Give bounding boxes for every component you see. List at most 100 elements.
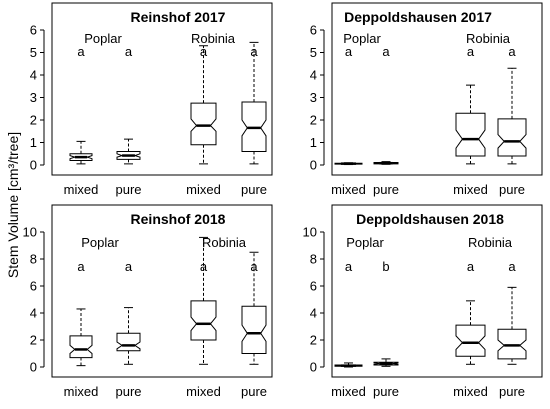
x-category-label: pure (241, 384, 267, 399)
x-category-label: pure (499, 384, 525, 399)
box-poplar-mixed: a mixed (64, 259, 99, 399)
y-tick-label: 3 (310, 90, 317, 105)
notched-box (497, 328, 527, 360)
y-tick-label: 4 (30, 306, 37, 321)
box-robinia-mixed: a mixed (186, 236, 221, 399)
x-category-label: mixed (453, 384, 488, 399)
y-tick-label: 0 (30, 360, 37, 375)
y-tick-label: 2 (310, 333, 317, 348)
y-tick-label: 4 (30, 68, 37, 83)
notched-box (497, 118, 527, 157)
group-label: Robinia (466, 31, 511, 46)
y-tick-label: 6 (310, 23, 317, 38)
y-tick-label: 0 (310, 360, 317, 375)
panel-title: Reinshof 2017 (131, 9, 226, 25)
notched-box (455, 324, 486, 357)
panel-frame (331, 204, 543, 378)
significance-letter: a (345, 44, 353, 59)
significance-letter: a (250, 44, 258, 59)
y-tick-label: 2 (30, 333, 37, 348)
y-tick-label: 2 (30, 113, 37, 128)
significance-letter: a (382, 44, 390, 59)
x-category-label: mixed (64, 182, 99, 197)
x-category-label: mixed (64, 384, 99, 399)
significance-letter: a (200, 44, 208, 59)
x-category-label: mixed (331, 182, 366, 197)
y-tick-label: 6 (30, 23, 37, 38)
box-poplar-mixed: a mixed (331, 44, 366, 197)
panel-title: Deppoldshausen 2017 (344, 9, 492, 25)
significance-letter: a (345, 259, 353, 274)
y-tick-label: 4 (310, 68, 317, 83)
y-tick-label: 2 (310, 113, 317, 128)
y-tick-label: 5 (310, 45, 317, 60)
significance-letter: b (382, 259, 389, 274)
group-label: Poplar (84, 31, 122, 46)
group-label: Robinia (202, 235, 247, 250)
x-category-label: mixed (453, 182, 488, 197)
y-tick-label: 10 (23, 225, 37, 240)
y-tick-label: 4 (310, 306, 317, 321)
notched-box (69, 335, 93, 359)
y-tick-label: 3 (30, 90, 37, 105)
y-tick-label: 6 (30, 279, 37, 294)
y-tick-label: 10 (303, 225, 317, 240)
group-label: Poplar (343, 31, 381, 46)
y-tick-label: 0 (30, 158, 37, 173)
box-poplar-mixed: a mixed (331, 259, 366, 399)
y-tick-label: 8 (30, 252, 37, 267)
significance-letter: a (467, 44, 475, 59)
x-category-label: pure (373, 182, 399, 197)
significance-letter: a (125, 259, 133, 274)
group-label: Robinia (191, 31, 236, 46)
y-tick-label: 1 (30, 135, 37, 150)
panel-frame (51, 204, 273, 378)
notched-box (116, 332, 141, 352)
panel-title: Reinshof 2018 (131, 211, 226, 227)
x-category-label: mixed (186, 384, 221, 399)
x-category-label: pure (115, 384, 141, 399)
x-category-label: pure (115, 182, 141, 197)
significance-letter: a (467, 259, 475, 274)
notched-box (190, 102, 217, 146)
box-robinia-pure: a pure (497, 259, 527, 399)
box-poplar-pure: a pure (115, 44, 141, 197)
y-tick-label: 8 (310, 252, 317, 267)
significance-letter: a (508, 259, 516, 274)
box-poplar-pure: a pure (115, 259, 141, 399)
x-category-label: pure (373, 384, 399, 399)
x-category-label: mixed (331, 384, 366, 399)
significance-letter: a (508, 44, 516, 59)
x-category-label: pure (241, 182, 267, 197)
box-robinia-pure: a pure (497, 44, 527, 197)
box-poplar-pure: b pure (373, 259, 399, 399)
box-robinia-mixed: a mixed (453, 44, 488, 197)
y-tick-label: 5 (30, 45, 37, 60)
significance-letter: a (250, 259, 258, 274)
significance-letter: a (77, 44, 85, 59)
notched-box (241, 305, 267, 354)
notched-box (455, 112, 486, 157)
y-tick-label: 6 (310, 279, 317, 294)
panel-4: Deppoldshausen 2018 0 2 4 6 8 10 Poplar Robinia a… (303, 204, 543, 399)
box-robinia-pure: a pure (241, 41, 267, 197)
box-robinia-mixed: a mixed (453, 259, 488, 399)
panel-frame (51, 2, 273, 176)
box-robinia-mixed: a mixed (186, 44, 221, 197)
box-robinia-pure: a pure (241, 251, 267, 399)
notched-box (190, 300, 217, 341)
group-label: Poplar (81, 235, 119, 250)
y-tick-label: 0 (310, 158, 317, 173)
group-label: Robinia (468, 235, 513, 250)
y-axis-label: Stem Volume [cm³/tree] (5, 132, 21, 278)
x-category-label: pure (499, 182, 525, 197)
box-poplar-pure: a pure (373, 44, 399, 197)
box-poplar-mixed: a mixed (64, 44, 99, 197)
panel-frame (331, 2, 543, 176)
significance-letter: a (125, 44, 133, 59)
significance-letter: a (77, 259, 85, 274)
